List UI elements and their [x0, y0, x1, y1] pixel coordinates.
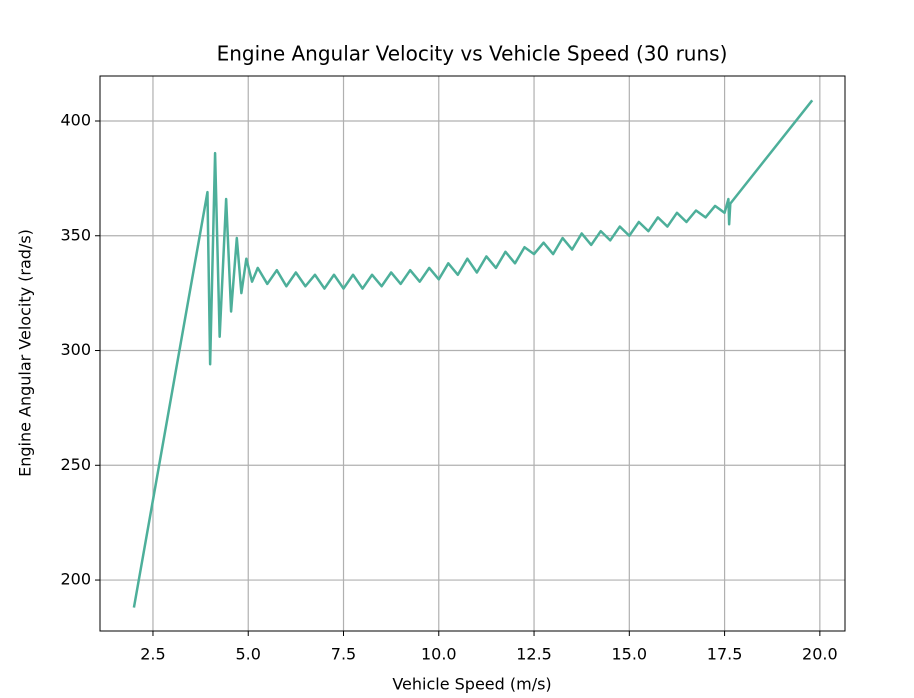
y-tick-label: 200: [60, 570, 91, 589]
x-axis-label: Vehicle Speed (m/s): [392, 675, 551, 694]
x-tick-label: 7.5: [331, 645, 356, 664]
chart-title: Engine Angular Velocity vs Vehicle Speed…: [217, 42, 728, 66]
x-tick-label: 2.5: [140, 645, 165, 664]
x-tick-label: 12.5: [516, 645, 552, 664]
x-tick-label: 17.5: [707, 645, 743, 664]
y-tick-label: 350: [60, 225, 91, 244]
x-tick-label: 20.0: [802, 645, 838, 664]
y-tick-label: 250: [60, 455, 91, 474]
y-tick-label: 300: [60, 340, 91, 359]
data-line: [132, 99, 814, 608]
x-tick-label: 15.0: [611, 645, 647, 664]
x-tick-label: 5.0: [236, 645, 261, 664]
x-tick-label: 10.0: [421, 645, 457, 664]
plot-frame: [99, 75, 846, 632]
y-tick-label: 400: [60, 110, 91, 129]
y-axis-label: Engine Angular Velocity (rad/s): [16, 229, 35, 477]
